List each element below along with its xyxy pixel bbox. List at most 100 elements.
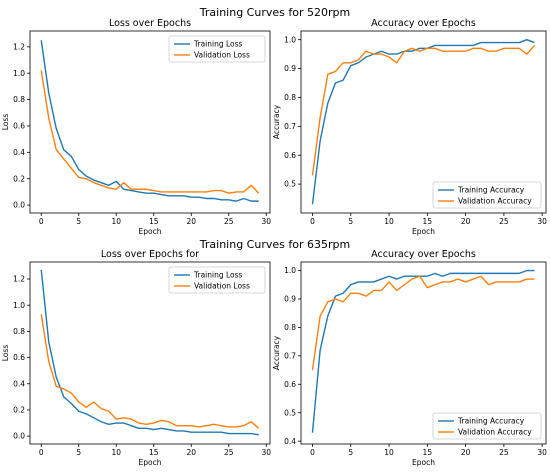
- x-tick-label: 0: [310, 448, 315, 457]
- axes-frame: [29, 261, 271, 445]
- axes-title: Accuracy over Epochs: [371, 18, 476, 29]
- legend-box: [432, 181, 542, 209]
- legend-label: Training Accuracy: [457, 186, 525, 195]
- y-tick-label: 0.8: [284, 323, 296, 332]
- x-tick-label: 20: [186, 217, 196, 226]
- axes-frame: [300, 30, 547, 214]
- y-axis-label: Accuracy: [272, 104, 281, 139]
- x-tick-label: 0: [39, 217, 44, 226]
- x-tick-label: 15: [149, 448, 159, 457]
- x-axis-label: Epoch: [139, 227, 162, 236]
- y-tick-label: 0.7: [284, 351, 296, 360]
- x-tick-label: 30: [261, 448, 271, 457]
- series-line-validation: [40, 70, 260, 194]
- series-line-validation: [311, 44, 536, 176]
- y-tick-label: 0.9: [284, 295, 296, 304]
- series-line-training: [311, 269, 535, 433]
- y-tick-label: 0.2: [13, 406, 25, 415]
- series-line-training: [40, 40, 259, 202]
- x-tick-label: 20: [461, 217, 471, 226]
- x-tick-label: 0: [39, 448, 44, 457]
- y-tick-label: 0.0: [13, 201, 25, 210]
- y-tick-label: 1.2: [13, 275, 25, 284]
- figure-title-520rpm: Training Curves for 520rpm: [199, 6, 350, 19]
- series-line-training: [40, 269, 259, 436]
- y-tick-label: 0.7: [284, 122, 296, 131]
- y-tick-label: 1.0: [13, 301, 25, 310]
- x-tick-label: 25: [224, 448, 234, 457]
- y-tick-label: 0.0: [13, 432, 25, 441]
- y-tick-label: 1.0: [13, 69, 25, 78]
- legend: Training Loss Validation Loss: [168, 35, 266, 63]
- x-tick-label: 5: [76, 217, 81, 226]
- x-axis-label: Epoch: [412, 458, 435, 467]
- y-tick-label: 1.2: [13, 42, 25, 51]
- legend-label: Training Accuracy: [457, 417, 525, 426]
- y-tick-label: 0.9: [284, 64, 296, 73]
- y-tick-label: 0.6: [13, 353, 25, 362]
- axes-frame: [300, 261, 547, 445]
- legend: Training Accuracy Validation Accuracy: [432, 412, 542, 440]
- axes-title: Loss over Epochs for: [101, 249, 199, 260]
- legend-label: Training Loss: [193, 271, 243, 280]
- y-tick-label: 0.6: [284, 380, 296, 389]
- x-tick-label: 10: [111, 217, 121, 226]
- y-tick-label: 0.6: [284, 151, 296, 160]
- x-tick-label: 10: [384, 448, 394, 457]
- loss-chart-520rpm: Loss over Epochs 0 5 10 15 20 25 30 0.0 0.2 0.4 0.6…: [1, 18, 271, 236]
- y-tick-label: 0.5: [284, 180, 296, 189]
- axes-title: Accuracy over Epochs: [371, 249, 476, 260]
- x-tick-label: 15: [423, 217, 433, 226]
- legend-box: [168, 35, 266, 63]
- axes-frame: [29, 30, 271, 214]
- legend-box: [168, 266, 266, 294]
- x-tick-label: 10: [384, 217, 394, 226]
- x-tick-label: 15: [423, 448, 433, 457]
- legend: Training Loss Validation Loss: [168, 266, 266, 294]
- x-tick-label: 15: [149, 217, 159, 226]
- y-tick-label: 0.4: [13, 148, 25, 157]
- legend-label: Validation Accuracy: [458, 197, 532, 206]
- y-tick-label: 0.8: [13, 95, 25, 104]
- y-axis-label: Accuracy: [272, 335, 281, 370]
- x-tick-label: 5: [76, 448, 81, 457]
- legend-label: Validation Loss: [194, 282, 250, 291]
- figure-title-635rpm: Training Curves for 635rpm: [199, 238, 350, 251]
- accuracy-chart-635rpm: Accuracy over Epochs 0 5 10 15 20 25 30 0.4 0.5 0.…: [272, 249, 547, 467]
- y-axis-label: Loss: [1, 345, 10, 362]
- legend-label: Training Loss: [193, 40, 243, 49]
- y-tick-label: 0.6: [13, 122, 25, 131]
- axes-title: Loss over Epochs: [109, 18, 191, 29]
- x-tick-label: 0: [310, 217, 315, 226]
- x-tick-label: 25: [499, 217, 509, 226]
- x-tick-label: 30: [261, 217, 271, 226]
- series-line-validation: [40, 314, 260, 429]
- series-line-validation: [311, 275, 535, 371]
- x-tick-label: 5: [348, 448, 353, 457]
- y-tick-label: 0.5: [284, 408, 296, 417]
- y-axis-label: Loss: [1, 114, 10, 131]
- y-tick-label: 0.8: [284, 93, 296, 102]
- y-tick-label: 1.0: [284, 35, 296, 44]
- x-tick-label: 20: [461, 448, 471, 457]
- x-tick-label: 25: [499, 448, 509, 457]
- y-tick-label: 0.2: [13, 174, 25, 183]
- y-tick-label: 1.0: [284, 266, 296, 275]
- y-tick-label: 0.4: [284, 437, 296, 446]
- accuracy-chart-520rpm: Accuracy over Epochs 0 5 10 15 20 25 30 0.5 0.6 0.…: [272, 18, 547, 236]
- legend: Training Accuracy Validation Accuracy: [432, 181, 542, 209]
- legend-label: Validation Loss: [194, 51, 250, 60]
- x-tick-label: 20: [186, 448, 196, 457]
- series-line-training: [311, 38, 535, 205]
- x-tick-label: 5: [348, 217, 353, 226]
- x-axis-label: Epoch: [412, 227, 435, 236]
- y-tick-label: 0.8: [13, 327, 25, 336]
- legend-label: Validation Accuracy: [458, 428, 532, 437]
- x-axis-label: Epoch: [139, 458, 162, 467]
- x-tick-label: 25: [224, 217, 234, 226]
- x-tick-label: 10: [111, 448, 121, 457]
- y-tick-label: 0.4: [13, 379, 25, 388]
- x-tick-label: 30: [537, 217, 547, 226]
- legend-box: [432, 412, 542, 440]
